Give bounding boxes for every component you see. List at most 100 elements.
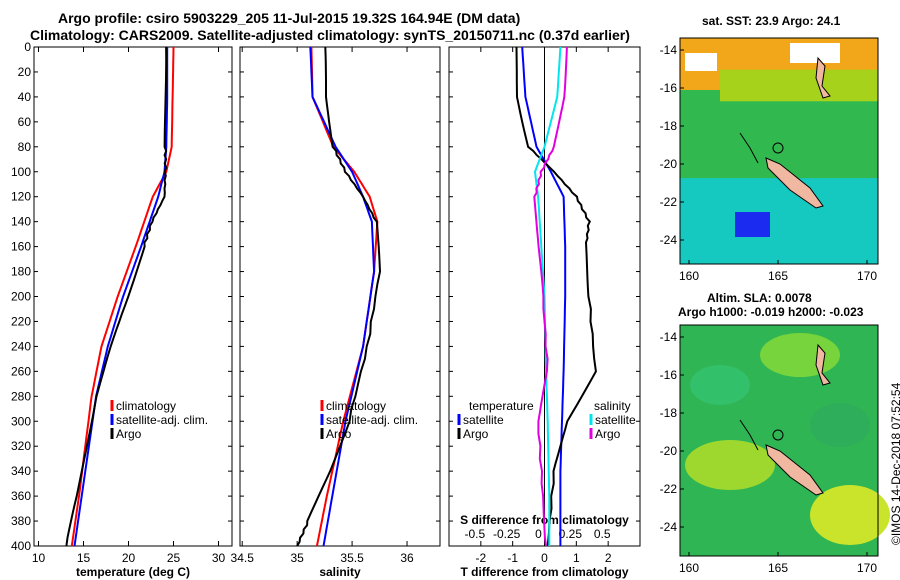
lat-tick-label: -18: [660, 119, 678, 133]
lon-tick-label: 160: [679, 561, 699, 575]
y-tick-label: 400: [11, 539, 31, 553]
sla-map-title-2: Argo h1000: -0.019 h2000: -0.023: [678, 305, 864, 319]
sla-low: [690, 365, 750, 405]
y-tick-label: 80: [18, 140, 32, 154]
y-tick-label: 120: [11, 190, 31, 204]
map-frame: [679, 37, 879, 265]
lon-tick-label: 170: [857, 269, 877, 283]
series-line-2: [533, 46, 562, 546]
y-tick-label: 100: [11, 165, 31, 179]
x2-tick-label: -0.5: [464, 527, 485, 541]
x2-tick-label: 0.25: [559, 527, 583, 541]
warm-transition: [720, 69, 878, 102]
lat-tick-label: -20: [660, 157, 678, 171]
lon-tick-label: 165: [768, 269, 788, 283]
x-tick-label: 2: [605, 551, 612, 565]
y-tick-label: 200: [11, 290, 31, 304]
legend-label: satellite: [463, 413, 504, 427]
y-tick-label: 280: [11, 389, 31, 403]
sla-high: [685, 440, 775, 490]
legend-label: Argo: [326, 427, 352, 441]
cool-band: [680, 178, 878, 264]
x-tick-label: 10: [32, 551, 46, 565]
no-data-patch: [685, 53, 717, 71]
reef-outline: [739, 419, 759, 451]
reef-outline: [772, 142, 784, 154]
chart-0: 0 20 40 60 80 100 120 140 160 180 200 220 240 260 280 3…: [11, 40, 233, 579]
series-line-1: [73, 47, 169, 547]
x-tick-label: 36: [400, 551, 414, 565]
legend-label: Argo: [595, 427, 621, 441]
reef-outline: [739, 132, 759, 164]
map-frame: [679, 324, 879, 557]
x-tick-label: 35: [290, 551, 304, 565]
cold-patch: [735, 212, 770, 238]
lat-tick-label: -24: [660, 520, 678, 534]
y-tick-label: 320: [11, 439, 31, 453]
plot-frame: [239, 46, 441, 547]
lon-tick-label: 170: [857, 561, 877, 575]
lat-tick-label: -16: [660, 368, 678, 382]
legend-title-temperature: temperature: [469, 399, 534, 413]
x-axis-label: T difference from climatology: [460, 565, 628, 579]
y-tick-label: 340: [11, 464, 31, 478]
lat-tick-label: -22: [660, 482, 678, 496]
title-line-1: Argo profile: csiro 5903229_205 11-Jul-2…: [58, 10, 521, 26]
x-tick-label: 30: [212, 551, 226, 565]
x-tick-label: 25: [167, 551, 181, 565]
lat-tick-label: -20: [660, 444, 678, 458]
legend-label: Argo: [463, 427, 489, 441]
legend-title-salinity: salinity: [594, 399, 631, 413]
x2-tick-label: 0: [535, 527, 542, 541]
x-tick-label: 34.5: [231, 551, 255, 565]
island-vanuatu: [815, 343, 831, 386]
lat-tick-label: -14: [660, 330, 678, 344]
sla-map-title-1: Altim. SLA: 0.0078: [707, 291, 812, 305]
x-axis-label: temperature (deg C): [76, 565, 190, 579]
reef-outline: [772, 429, 784, 441]
sla-map: -14 -16 -18 -20 -22 -24 160 165 170: [660, 324, 890, 575]
y-tick-label: 360: [11, 489, 31, 503]
x-axis-label: salinity: [319, 565, 361, 579]
x-tick-label: 35.5: [340, 551, 364, 565]
y-tick-label: 220: [11, 314, 31, 328]
legend-label: climatology: [116, 399, 176, 413]
lat-tick-label: -24: [660, 233, 678, 247]
series-line-2: [296, 46, 382, 547]
lat-tick-label: -18: [660, 406, 678, 420]
series-line-3: [533, 46, 568, 547]
y-tick-label: 240: [11, 339, 31, 353]
lat-tick-label: -22: [660, 195, 678, 209]
chart-1: 34.5 35 35.5 36 salinity climatologysatellite…: [231, 46, 441, 579]
no-data-patch: [790, 43, 840, 63]
series-line-2: [65, 46, 168, 547]
island-new-caledonia: [765, 444, 824, 496]
y-tick-label: 60: [18, 115, 32, 129]
sla-high: [810, 485, 890, 545]
x-tick-label: -1: [507, 551, 518, 565]
lat-tick-label: -16: [660, 81, 678, 95]
x-tick-label: 0: [541, 551, 548, 565]
x-tick-label: 1: [573, 551, 580, 565]
series-line-1: [515, 46, 597, 547]
sla-high: [760, 333, 840, 377]
y-tick-label: 160: [11, 240, 31, 254]
sst-map: -14 -16 -18 -20 -22 -24 160 165 170: [660, 37, 879, 283]
x-tick-label: 15: [77, 551, 91, 565]
series-line-0: [521, 46, 567, 546]
island-new-caledonia: [765, 157, 824, 209]
x-tick-label: -2: [475, 551, 486, 565]
legend-label: satellite: [595, 413, 636, 427]
x-tick-label: 20: [122, 551, 136, 565]
legend-label: satellite-adj. clim.: [326, 413, 418, 427]
lon-tick-label: 165: [768, 561, 788, 575]
lat-tick-label: -14: [660, 43, 678, 57]
y-tick-label: 300: [11, 414, 31, 428]
x2-tick-label: 0.5: [594, 527, 611, 541]
y-tick-label: 260: [11, 364, 31, 378]
legend-label: climatology: [326, 399, 386, 413]
y-tick-label: 0: [24, 40, 31, 54]
legend-label: satellite-adj. clim.: [116, 413, 208, 427]
sla-low: [810, 403, 870, 447]
y-tick-label: 380: [11, 514, 31, 528]
